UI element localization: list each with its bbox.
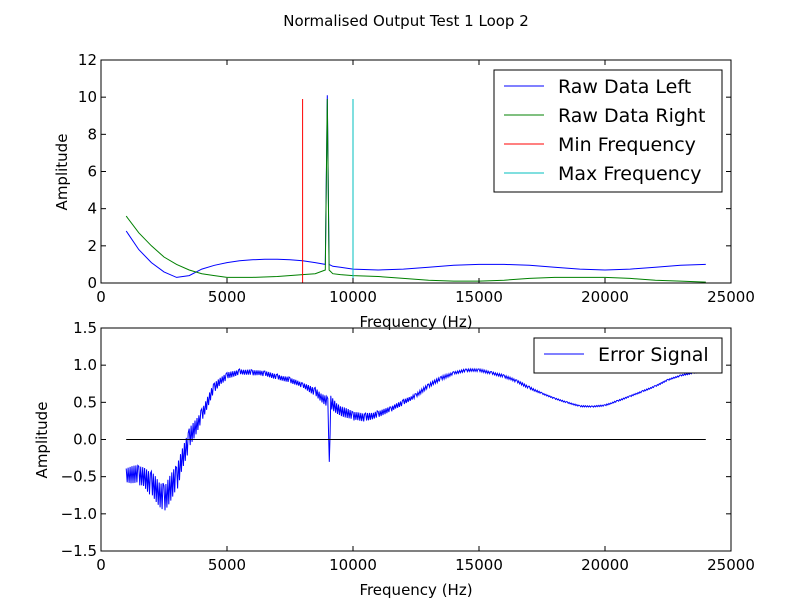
bottom-plot-series <box>125 367 707 511</box>
top-plot-ytick-label: 8 <box>87 125 97 143</box>
top-plot-raw-data-right-line <box>125 98 706 283</box>
top-plot-ytick-label: 10 <box>78 88 97 106</box>
bottom-plot-ytick-label: 0.0 <box>73 431 97 449</box>
top-plot-ytick-label: 6 <box>87 163 97 181</box>
top-plot-ticks: 0 5000 10000 15000 20000 25000 0 2 4 6 8 10 12 <box>78 51 755 306</box>
bottom-plot-legend-box <box>533 337 723 374</box>
bottom-plot-ytick-label: 0.5 <box>73 393 97 411</box>
bottom-plot-ylabel: Amplitude <box>33 402 51 479</box>
bottom-plot-legend-label: Error Signal <box>598 344 709 366</box>
bottom-plot-xlabel: Frequency (Hz) <box>359 581 472 599</box>
bottom-plot-ytick-label: 1.0 <box>73 356 97 374</box>
top-plot-xtick-label: 5000 <box>208 288 246 306</box>
top-plot-xlabel: Frequency (Hz) <box>359 313 472 331</box>
top-plot-xtick-label: 10000 <box>329 288 377 306</box>
bottom-plot-error-signal-line <box>125 367 707 511</box>
top-plot-ytick-label: 2 <box>87 237 97 255</box>
bottom-plot-legend: Error Signal <box>533 337 723 374</box>
top-plot-legend-label: Max Frequency <box>558 163 701 185</box>
top-plot-ytick-label: 0 <box>87 274 97 292</box>
bottom-plot-xtick-label: 15000 <box>455 556 503 574</box>
top-plot-legend: Raw Data Left Raw Data Right Min Frequency… <box>493 69 723 193</box>
top-plot-xtick-label: 0 <box>96 288 106 306</box>
top-plot-series <box>125 95 706 283</box>
top-plot-ytick-label: 12 <box>78 51 97 69</box>
top-plot-legend-box <box>493 69 723 193</box>
top-plot-xtick-label: 25000 <box>707 288 755 306</box>
top-plot-legend-label: Min Frequency <box>558 134 696 156</box>
top-plot-legend-label: Raw Data Left <box>558 76 691 98</box>
top-plot-ytick-label: 4 <box>87 200 97 218</box>
top-plot-xtick-label: 15000 <box>455 288 503 306</box>
figure-title: Normalised Output Test 1 Loop 2 <box>283 12 529 30</box>
bottom-plot-xtick-label: 20000 <box>581 556 629 574</box>
top-plot: 0 5000 10000 15000 20000 25000 0 2 4 6 8 10 12 Frequ… <box>53 51 755 331</box>
top-plot-ylabel: Amplitude <box>53 134 71 211</box>
bottom-plot-ytick-label: 1.5 <box>73 319 97 337</box>
bottom-plot-ytick-label: −1.0 <box>61 505 97 523</box>
bottom-plot-xtick-label: 5000 <box>208 556 246 574</box>
top-plot-legend-label: Raw Data Right <box>558 105 705 127</box>
top-plot-xtick-label: 20000 <box>581 288 629 306</box>
bottom-plot-xtick-label: 25000 <box>707 556 755 574</box>
bottom-plot: 0 5000 10000 15000 20000 25000 −1.5 −1.0 −0.5 0.0… <box>33 319 755 599</box>
bottom-plot-xtick-label: 0 <box>96 556 106 574</box>
bottom-plot-ytick-label: −1.5 <box>61 542 97 560</box>
bottom-plot-ytick-label: −0.5 <box>61 468 97 486</box>
bottom-plot-ticks: 0 5000 10000 15000 20000 25000 −1.5 −1.0 −0.5 0.0… <box>61 319 755 574</box>
bottom-plot-xtick-label: 10000 <box>329 556 377 574</box>
